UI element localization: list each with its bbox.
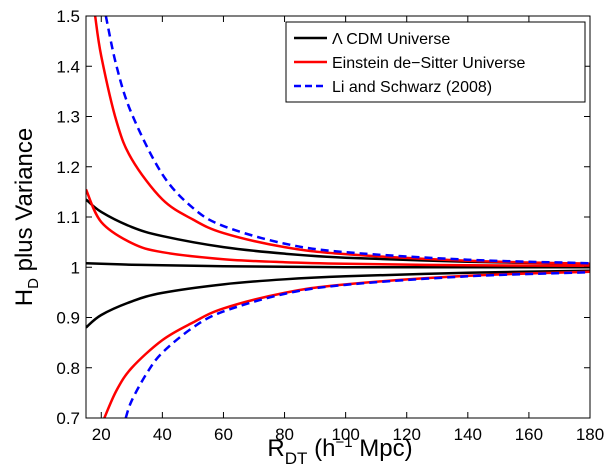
y-tick-label: 1.3 [56, 108, 80, 127]
x-tick-label: 160 [515, 425, 543, 444]
y-axis-title-sub: D [25, 278, 42, 289]
x-axis-title: RDT (h−1 Mpc) [267, 434, 412, 468]
legend-label-li-schwarz: Li and Schwarz (2008) [332, 79, 492, 96]
y-tick-label: 0.7 [56, 409, 80, 428]
legend-box [285, 21, 586, 103]
x-tick-label: 120 [393, 425, 421, 444]
x-tick-label: 60 [214, 425, 233, 444]
legend-label-eds: Einstein de−Sitter Universe [332, 55, 526, 72]
series-line-7 [124, 271, 590, 418]
series-line-1 [86, 261, 590, 269]
y-axis-title: HD plus Variance [11, 128, 42, 307]
x-axis-title-open: (h [307, 435, 335, 462]
x-tick-label: 140 [454, 425, 482, 444]
series-line-2 [86, 269, 590, 329]
y-tick-label: 0.8 [56, 359, 80, 378]
y-tick-label: 1.1 [56, 208, 80, 227]
y-axis-title-main: H [11, 289, 38, 306]
series-layer [86, 16, 590, 418]
x-tick-label: 40 [153, 425, 172, 444]
x-axis-title-sup: −1 [335, 434, 352, 451]
x-tick-label: 180 [576, 425, 604, 444]
series-line-4 [93, 16, 590, 265]
x-axis-title-close: Mpc) [353, 435, 413, 462]
series-line-3 [86, 188, 590, 267]
y-tick-label: 1.5 [56, 7, 80, 26]
x-tick-label: 100 [331, 425, 359, 444]
x-axis-title-sub: DT [285, 449, 308, 468]
y-tick-label: 1.2 [56, 158, 80, 177]
y-tick-label: 1 [71, 258, 80, 277]
x-tick-label: 80 [275, 425, 294, 444]
x-tick-label: 20 [92, 425, 111, 444]
ticks-layer: 20 40 60 80 100 120 140 160 180 0.7 0.8 0.9 1 1.1 1.2 1… [56, 7, 604, 444]
y-axis-title-rest: plus Variance [11, 128, 38, 278]
legend: Λ CDM Universe Einstein de−Sitter Univer… [285, 21, 586, 103]
series-line-6 [104, 16, 590, 265]
y-tick-label: 1.4 [56, 57, 80, 76]
y-tick-label: 0.9 [56, 309, 80, 328]
legend-label-lcdm: Λ CDM Universe [332, 31, 450, 48]
x-axis-title-main: R [267, 435, 284, 462]
